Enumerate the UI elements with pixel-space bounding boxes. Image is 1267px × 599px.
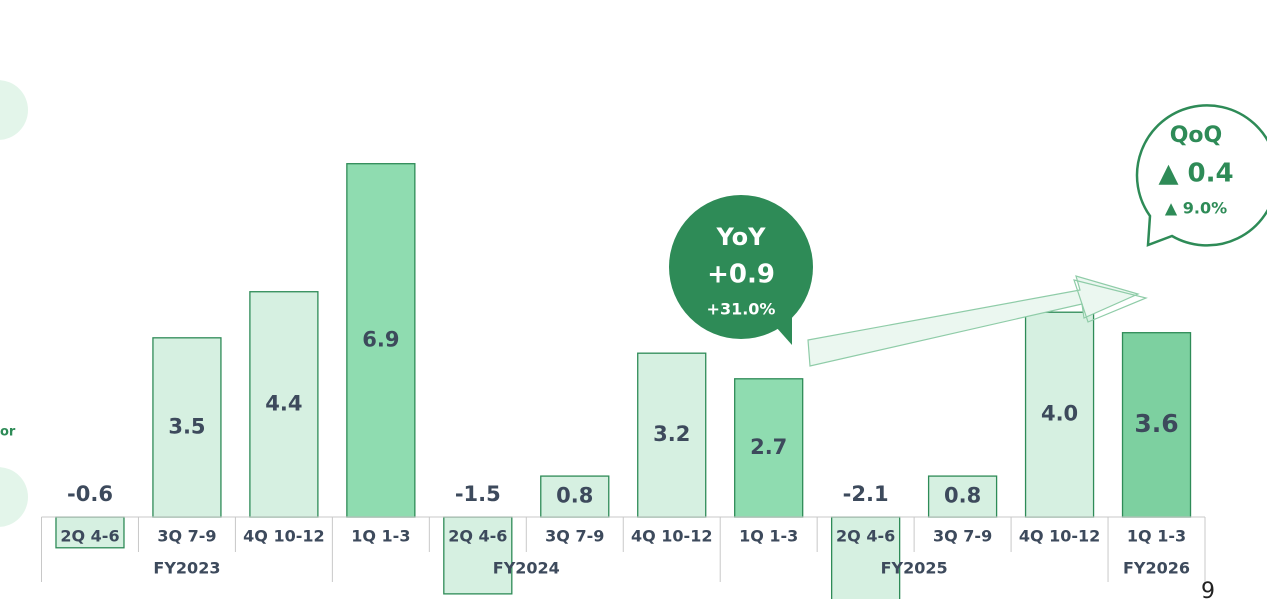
value-label: -2.1 <box>843 482 889 506</box>
bar <box>249 291 319 518</box>
x-tick-label: 1Q 1-3 <box>739 527 798 546</box>
x-tick-label: 2Q 4-6 <box>836 527 895 546</box>
value-label: 0.8 <box>556 484 593 508</box>
yoy-title: YoY <box>715 223 766 251</box>
x-tick-label: 4Q 10-12 <box>631 527 712 546</box>
bar <box>152 337 222 518</box>
value-label: 3.5 <box>168 414 205 438</box>
bar <box>540 475 610 518</box>
bar <box>830 516 901 599</box>
x-tick-label: 4Q 10-12 <box>1019 527 1100 546</box>
fiscal-year-label: FY2025 <box>881 559 948 578</box>
x-tick-label: 2Q 4-6 <box>60 527 119 546</box>
qoq-bubble: QoQ ▲ 0.4 ▲ 9.0% <box>1135 104 1267 247</box>
value-label: 0.8 <box>944 484 981 508</box>
value-label: 3.6 <box>1134 409 1178 438</box>
bar <box>734 378 804 518</box>
x-tick-label: 3Q 7-9 <box>157 527 216 546</box>
bar <box>443 516 513 595</box>
trend-arrow <box>807 275 1140 367</box>
yoy-value: +0.9 <box>707 260 775 290</box>
bar <box>1024 311 1095 518</box>
value-label: 2.7 <box>750 435 787 459</box>
fiscal-year-label: FY2023 <box>153 559 220 578</box>
side-text: or <box>0 425 16 440</box>
qoq-title: QoQ <box>1170 123 1223 148</box>
value-label: -0.6 <box>67 482 113 506</box>
x-tick-label: 2Q 4-6 <box>448 527 507 546</box>
x-tick-label: 3Q 7-9 <box>545 527 604 546</box>
yoy-bubble: YoY +0.9 +31.0% <box>669 195 813 345</box>
bar <box>1121 332 1192 518</box>
x-tick-label: 4Q 10-12 <box>243 527 324 546</box>
fiscal-year-label: FY2026 <box>1123 559 1190 578</box>
page-number: 9 <box>1201 579 1215 599</box>
value-label: -1.5 <box>455 482 501 506</box>
x-tick-label: 1Q 1-3 <box>1127 527 1186 546</box>
bar <box>927 475 998 518</box>
decor-circle <box>0 80 28 140</box>
value-label: 6.9 <box>362 327 399 351</box>
bars <box>55 163 1192 599</box>
decor-circle <box>0 467 28 527</box>
bar <box>346 163 416 518</box>
value-label: 4.4 <box>265 391 302 415</box>
x-tick-label: 3Q 7-9 <box>933 527 992 546</box>
x-tick-label: 1Q 1-3 <box>351 527 410 546</box>
bar <box>55 516 125 549</box>
fiscal-year-label: FY2024 <box>493 559 560 578</box>
trend-arrow <box>1073 279 1148 323</box>
qoq-percent: ▲ 9.0% <box>1165 199 1227 218</box>
value-label: 4.0 <box>1041 402 1078 426</box>
yoy-percent: +31.0% <box>707 300 776 319</box>
qoq-value: ▲ 0.4 <box>1158 159 1233 189</box>
value-label: 3.2 <box>653 422 690 446</box>
